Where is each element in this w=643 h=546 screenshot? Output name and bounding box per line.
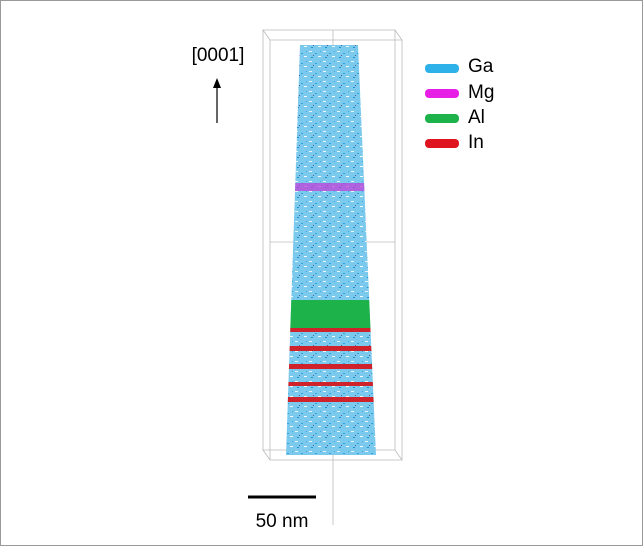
- legend-swatch: [425, 89, 459, 98]
- legend-label: In: [468, 132, 484, 153]
- ga-volume: [286, 45, 376, 455]
- in-layers: [286, 328, 376, 402]
- scale-bar-label: 50 nm: [256, 511, 309, 532]
- mg-layer: [286, 183, 376, 191]
- al-layer: [286, 300, 376, 329]
- reconstruction: [286, 45, 376, 455]
- legend-label: Mg: [468, 82, 494, 103]
- direction-arrow: [213, 78, 221, 123]
- legend-label: Ga: [468, 56, 494, 77]
- legend-swatch: [425, 139, 459, 148]
- legend-swatch: [425, 114, 459, 123]
- legend: Ga Mg Al In: [425, 56, 494, 153]
- axis-label: [0001]: [192, 45, 245, 66]
- legend-swatch: [425, 64, 459, 73]
- legend-label: Al: [468, 107, 485, 128]
